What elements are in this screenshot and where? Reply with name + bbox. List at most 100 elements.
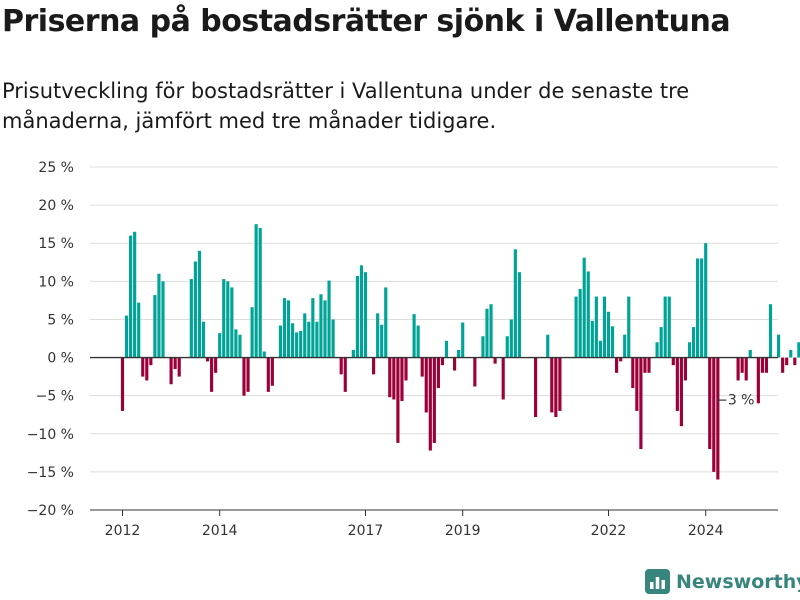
bar <box>700 258 704 358</box>
bar <box>691 327 696 358</box>
axes <box>90 356 778 516</box>
bar <box>315 321 319 358</box>
bar <box>663 296 667 358</box>
bar <box>412 314 416 358</box>
bar <box>392 357 396 400</box>
bar <box>683 357 688 381</box>
y-tick-label: −15 % <box>27 465 74 481</box>
y-tick-label: 25 % <box>38 160 74 176</box>
brand-logo: Newsworthy <box>645 569 800 594</box>
bar <box>590 320 594 358</box>
bar <box>120 357 125 411</box>
bar <box>781 357 785 373</box>
bar <box>453 357 457 371</box>
bar <box>327 280 331 358</box>
bar <box>708 357 712 450</box>
bar <box>214 357 218 373</box>
x-tick-label: 2017 <box>348 523 384 539</box>
chart-subtitle: Prisutveckling för bostadsrätter i Valle… <box>2 79 690 134</box>
bar <box>388 357 392 398</box>
bar <box>149 357 153 366</box>
bar <box>509 319 513 358</box>
y-tick-label: −20 % <box>27 503 74 519</box>
bar <box>359 265 364 358</box>
x-tick-label: 2012 <box>105 523 141 539</box>
bar <box>424 357 428 413</box>
bar <box>218 333 222 358</box>
x-tick-label: 2022 <box>591 523 627 539</box>
bar <box>238 334 242 358</box>
bar <box>262 351 266 358</box>
bar <box>286 300 291 358</box>
bar <box>319 294 323 358</box>
bar <box>137 302 141 358</box>
bar <box>432 357 436 443</box>
y-tick-label: 15 % <box>38 236 74 252</box>
bar <box>615 357 619 373</box>
bar <box>671 357 675 366</box>
y-tick-label: −10 % <box>27 427 74 443</box>
bar <box>610 326 615 358</box>
bar <box>197 250 202 358</box>
bar <box>201 321 206 358</box>
bar <box>513 249 517 358</box>
bar <box>124 315 129 358</box>
bar <box>768 304 773 358</box>
bar <box>501 357 505 400</box>
bar <box>331 319 335 358</box>
y-tick-label: 0 % <box>47 351 74 367</box>
x-tick-label: 2014 <box>202 523 238 539</box>
bar <box>355 276 359 358</box>
bar <box>785 357 789 366</box>
bar <box>254 224 258 358</box>
bar <box>639 357 643 450</box>
bar <box>363 272 368 358</box>
bar <box>372 357 376 375</box>
bar <box>153 295 157 358</box>
bar <box>789 349 793 358</box>
bar <box>133 231 137 358</box>
bar <box>258 227 262 358</box>
bar <box>461 322 465 358</box>
bar <box>647 357 651 373</box>
bar <box>635 357 639 411</box>
bar <box>250 307 254 358</box>
newsworthy-logo-icon <box>645 569 670 594</box>
bar <box>655 342 659 358</box>
bar <box>266 357 270 392</box>
bar <box>578 288 582 358</box>
bar <box>744 357 748 381</box>
bar <box>303 313 307 358</box>
bar <box>716 357 720 480</box>
bar <box>679 357 683 427</box>
bar <box>748 349 752 358</box>
bar <box>444 340 449 358</box>
bar <box>129 235 133 358</box>
bar <box>659 327 663 358</box>
bar <box>226 281 230 358</box>
bar <box>627 296 631 358</box>
bar <box>594 296 598 358</box>
bar <box>339 357 343 375</box>
bar <box>343 357 347 392</box>
bar <box>606 311 611 358</box>
bar <box>307 321 311 358</box>
bar <box>205 357 210 362</box>
bar <box>643 357 647 373</box>
bar <box>457 349 461 358</box>
y-tick-label: 20 % <box>38 198 74 214</box>
bar <box>311 298 315 358</box>
bar <box>400 357 404 402</box>
x-tick-label: 2024 <box>688 523 724 539</box>
bar <box>582 257 586 358</box>
bar <box>740 357 744 373</box>
bar <box>189 279 193 358</box>
bar <box>756 357 760 404</box>
bar <box>760 357 764 373</box>
bar <box>619 357 623 362</box>
bar <box>396 357 400 443</box>
bar <box>558 357 562 411</box>
bar <box>234 329 238 358</box>
bar <box>210 357 214 392</box>
